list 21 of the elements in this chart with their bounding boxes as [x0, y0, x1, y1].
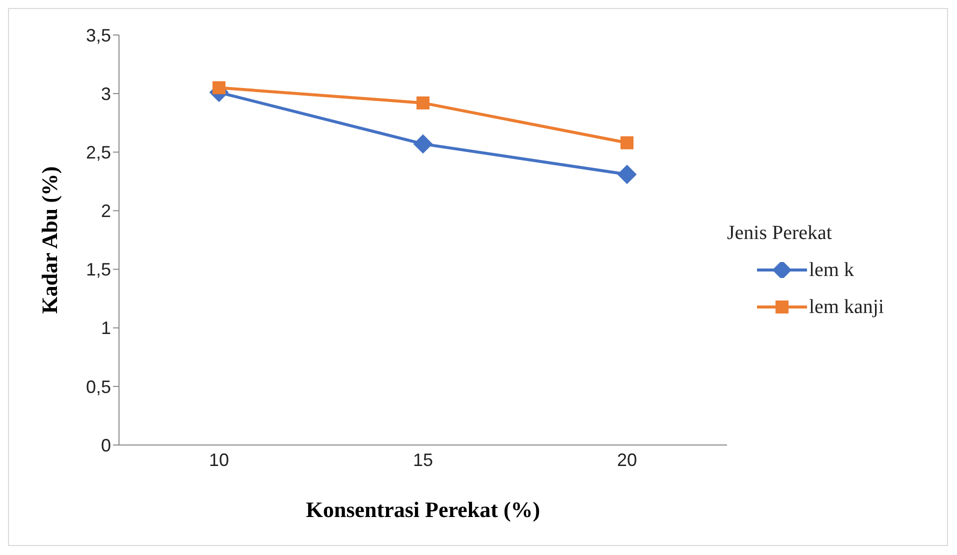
x-axis-title: Konsentrasi Perekat (%)	[306, 497, 540, 522]
legend-label: lem k	[809, 258, 854, 282]
x-tick-label: 20	[616, 450, 638, 470]
x-tick-label: 10	[208, 450, 230, 470]
y-tick-label: 2,5	[86, 142, 111, 163]
point	[416, 96, 430, 110]
point	[618, 164, 636, 184]
point	[414, 134, 432, 154]
y-tick-label: 1	[100, 318, 111, 338]
y-tick-label: 1,5	[86, 260, 111, 280]
x-tick-label: 15	[412, 450, 434, 470]
point	[620, 136, 634, 150]
legend-title: Jenis Perekat	[727, 222, 833, 244]
point	[212, 81, 226, 94]
y-tick-label: 2	[100, 201, 111, 222]
y-tick-label: 3,5	[86, 25, 111, 46]
y-tick-label: 3	[100, 84, 111, 104]
y-tick-label: 0	[100, 435, 111, 456]
y-tick-label: 0,5	[86, 376, 111, 397]
y-axis-title: Kadar Abu (%)	[36, 166, 62, 314]
legend-label: lem kanji	[809, 296, 884, 318]
